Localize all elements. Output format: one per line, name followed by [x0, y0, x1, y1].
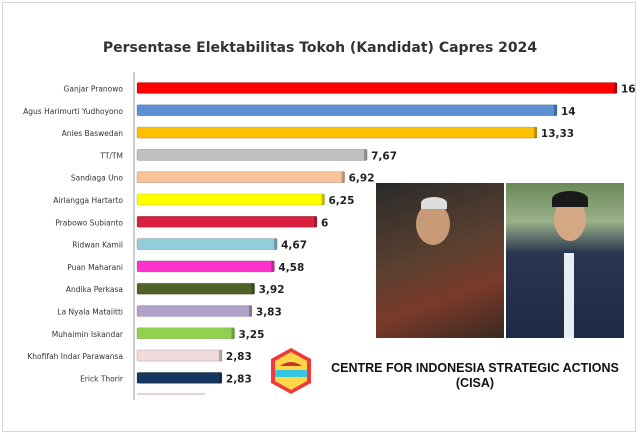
data-label: 3,25	[239, 329, 265, 341]
category-label: Muhaimin Iskandar	[52, 330, 124, 339]
category-label: Airlangga Hartarto	[53, 196, 123, 205]
bar	[136, 282, 255, 295]
data-label: 3,92	[259, 284, 285, 296]
category-label: La Nyala Matalitti	[57, 308, 123, 317]
bar-end-shade	[314, 216, 317, 228]
bar	[136, 149, 368, 161]
bar	[136, 327, 235, 340]
bar-end-shade	[218, 372, 222, 384]
bar	[136, 260, 275, 273]
category-label: Sandiaga Uno	[71, 174, 124, 183]
category-label: Puan Maharani	[67, 263, 123, 272]
bar	[136, 126, 538, 139]
bar-end-shade	[364, 149, 368, 161]
category-label: Prabowo Subianto	[55, 218, 123, 227]
bar-end-shade	[321, 194, 325, 205]
photo-agus-harimurti-yudhoyono	[506, 183, 624, 338]
data-label: 6	[321, 217, 328, 229]
data-label: 6,25	[329, 195, 355, 207]
data-label: 7,67	[371, 150, 397, 162]
data-label: 4,58	[278, 262, 304, 274]
bar	[136, 349, 223, 362]
photo-ganjar-pranowo	[376, 183, 504, 338]
bar-end-shade	[341, 171, 345, 183]
cisa-logo	[271, 348, 311, 394]
bar-end-shade	[554, 104, 557, 116]
data-label: 16	[621, 84, 636, 96]
bar	[136, 82, 618, 94]
bar	[136, 171, 345, 183]
bar-end-shade	[251, 283, 255, 295]
data-label: 14	[561, 106, 576, 118]
category-label: TT/TM	[99, 151, 123, 160]
bar	[136, 216, 318, 228]
category-label: Ridwan Kamil	[72, 241, 123, 250]
organization-abbr: (CISA)	[455, 376, 495, 390]
data-label: 13,33	[541, 128, 574, 140]
data-label: 6,92	[349, 173, 375, 185]
organization-caption: CENTRE FOR INDONESIA STRATEGIC ACTIONS (…	[310, 361, 640, 391]
bar-end-shade	[231, 327, 235, 339]
category-label: Erick Thorir	[80, 374, 124, 383]
data-label: 4,67	[281, 240, 307, 252]
category-label: Anies Baswedan	[62, 129, 124, 138]
bar-end-shade	[248, 305, 252, 317]
data-label: 2,83	[226, 351, 252, 363]
bar-end-shade	[271, 260, 275, 272]
organization-name: CENTRE FOR INDONESIA STRATEGIC ACTIONS	[331, 361, 619, 375]
bar	[136, 305, 253, 317]
bar	[136, 104, 558, 117]
bar	[136, 372, 223, 384]
bar	[136, 238, 278, 250]
category-label: Andika Perkasa	[66, 285, 123, 294]
category-label: Ganjar Pranowo	[64, 85, 124, 94]
category-label: Khofifah Indar Parawansa	[27, 352, 123, 361]
bar-end-shade	[218, 350, 222, 362]
chart-title: Persentase Elektabilitas Tokoh (Kandidat…	[103, 40, 538, 56]
category-label: Agus Harimurti Yudhoyono	[23, 107, 123, 116]
bar-end-shade	[533, 127, 537, 139]
image-frame	[2, 2, 636, 432]
bar-end-shade	[274, 238, 278, 250]
data-label: 3,83	[256, 307, 282, 319]
bar	[136, 193, 325, 206]
data-label: 2,83	[226, 373, 252, 385]
bar-end-shade	[614, 82, 617, 94]
